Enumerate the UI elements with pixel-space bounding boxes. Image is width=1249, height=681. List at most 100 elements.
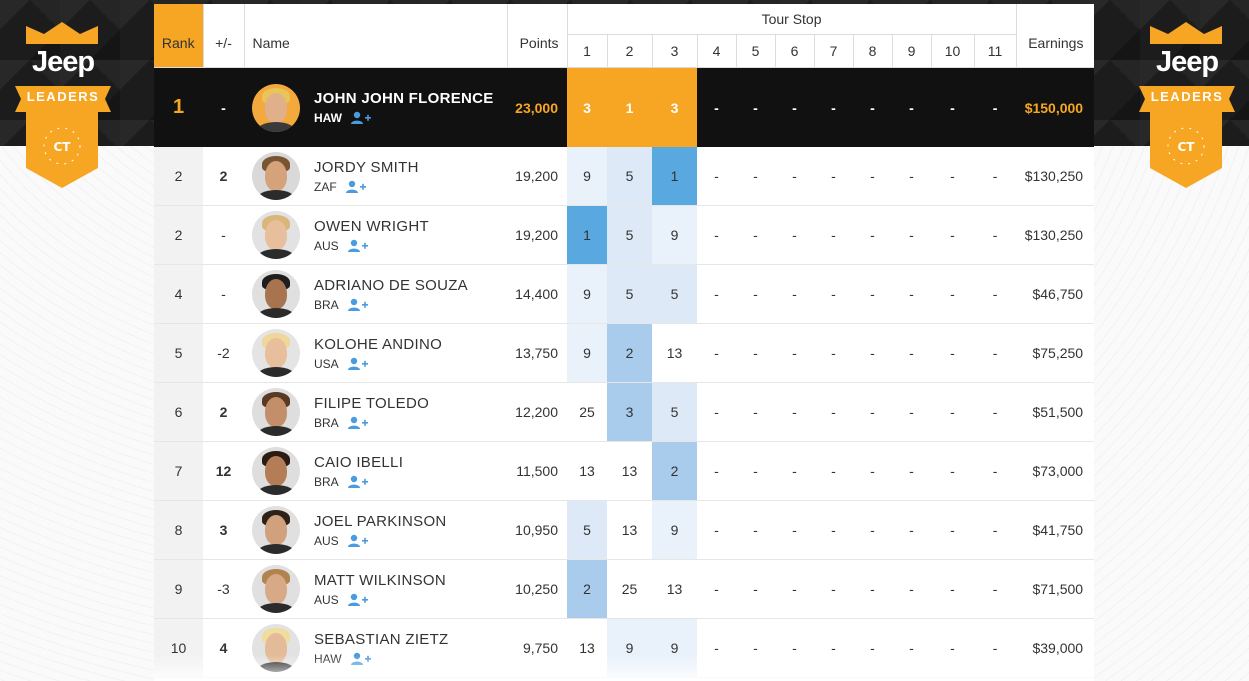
follow-surfer-icon[interactable] [347, 239, 369, 253]
stop-result-cell: - [697, 500, 736, 560]
points-cell: 13,750 [507, 323, 567, 383]
surfer-cell[interactable]: CAIO IBELLI BRA [244, 441, 507, 501]
earnings-cell: $130,250 [1016, 147, 1094, 206]
table-row[interactable]: 2 2 JORDY SMITH ZAF 19,200 9 5 1- - - - - - - - $130,25… [154, 147, 1094, 206]
surfer-cell[interactable]: FILIPE TOLEDO BRA [244, 382, 507, 442]
table-row[interactable]: 4- ADRIANO DE SOUZA BRA 14,400 9 5 5- - - - - - - - $4… [154, 264, 1094, 324]
surfer-name[interactable]: KOLOHE ANDINO [314, 335, 443, 353]
ribbon-banner [15, 86, 111, 112]
stop-result-cell: - [775, 441, 814, 501]
follow-surfer-icon[interactable] [345, 180, 367, 194]
rank-cell: 2 [154, 205, 203, 265]
table-row[interactable]: 8 3 JOEL PARKINSON AUS 10,950 5 13 9- - - - - - - - $41… [154, 500, 1094, 560]
surfer-name[interactable]: MATT WILKINSON [314, 571, 446, 589]
column-header-stop-11[interactable]: 11 [973, 34, 1017, 68]
surfer-name[interactable]: ADRIANO DE SOUZA [314, 276, 468, 294]
column-header-stop-7[interactable]: 7 [813, 34, 853, 68]
follow-surfer-icon[interactable] [350, 652, 372, 666]
surfer-cell[interactable]: MATT WILKINSON AUS [244, 559, 507, 619]
stop-result-cell: 9 [567, 264, 607, 324]
avatar[interactable] [252, 211, 300, 259]
avatar[interactable] [252, 624, 300, 672]
table-row[interactable]: 10 4 SEBASTIAN ZIETZ HAW 9,750 13 9 9- - - - - - - - $3… [154, 618, 1094, 678]
surfer-cell[interactable]: JORDY SMITH ZAF [244, 147, 507, 206]
column-header-rank[interactable]: Rank [154, 4, 203, 68]
table-row[interactable]: 5 -2 KOLOHE ANDINO USA 13,750 9 2 13- - - - - - - - $75… [154, 323, 1094, 383]
follow-surfer-icon[interactable] [347, 534, 369, 548]
follow-surfer-icon[interactable] [350, 111, 372, 125]
crown-icon [1150, 22, 1222, 44]
stop-result-cell: 5 [652, 264, 697, 324]
follow-surfer-icon[interactable] [347, 475, 369, 489]
column-header-stop-9[interactable]: 9 [891, 34, 931, 68]
surfer-cell[interactable]: OWEN WRIGHT AUS [244, 205, 507, 265]
stop-result-cell: - [974, 264, 1017, 324]
column-header-stop-1[interactable]: 1 [566, 34, 607, 68]
surfer-cell[interactable]: JOHN JOHN FLORENCE HAW [244, 67, 507, 147]
stop-result-cell: - [892, 441, 931, 501]
avatar[interactable] [252, 152, 300, 200]
table-row[interactable]: 9 -3 MATT WILKINSON AUS 10,250 2 25 13- - - - - - - - $… [154, 559, 1094, 619]
stop-result-cell: - [853, 618, 892, 678]
surfer-cell[interactable]: ADRIANO DE SOUZA BRA [244, 264, 507, 324]
avatar[interactable] [252, 83, 300, 132]
leader-row[interactable]: 1- JOHN JOHN FLORENCE HAW 23,000 3 1 3- - - - - - - -… [154, 67, 1094, 147]
table-row[interactable]: 6 2 FILIPE TOLEDO BRA 12,200 25 3 5- - - - - - - - $51,… [154, 382, 1094, 442]
stop-result-cell: 5 [607, 147, 652, 206]
points-cell: 9,750 [507, 618, 567, 678]
column-header-stop-8[interactable]: 8 [852, 34, 892, 68]
column-header-stop-5[interactable]: 5 [735, 34, 775, 68]
stop-result-cell: - [974, 618, 1017, 678]
stop-result-cell: - [892, 67, 931, 147]
surfer-name[interactable]: OWEN WRIGHT [314, 217, 429, 235]
surfer-name[interactable]: JOEL PARKINSON [314, 512, 447, 530]
stop-result-cell: - [736, 382, 775, 442]
stop-result-cell: - [853, 205, 892, 265]
avatar[interactable] [252, 447, 300, 495]
surfer-country: AUS [314, 238, 339, 253]
surfer-country: BRA [314, 297, 339, 312]
surfer-name[interactable]: JORDY SMITH [314, 158, 419, 176]
column-header-stop-10[interactable]: 10 [930, 34, 974, 68]
surfer-country: HAW [314, 111, 342, 125]
stop-result-cell: - [814, 500, 853, 560]
avatar[interactable] [252, 270, 300, 318]
stop-result-cell: - [892, 205, 931, 265]
column-header-change[interactable]: +/- [202, 4, 244, 68]
avatar[interactable] [252, 506, 300, 554]
surfer-name[interactable]: FILIPE TOLEDO [314, 394, 430, 412]
stop-result-cell: - [892, 382, 931, 442]
stop-result-cell: - [697, 323, 736, 383]
table-row[interactable]: 2- OWEN WRIGHT AUS 19,200 1 5 9- - - - - - - - $130,25… [154, 205, 1094, 265]
stop-result-cell: - [775, 147, 814, 206]
column-header-stop-2[interactable]: 2 [606, 34, 652, 68]
stop-result-cell: - [974, 441, 1017, 501]
rank-cell: 1 [154, 67, 203, 147]
change-cell: - [203, 67, 244, 147]
surfer-name[interactable]: CAIO IBELLI [314, 453, 404, 471]
surfer-cell[interactable]: KOLOHE ANDINO USA [244, 323, 507, 383]
follow-surfer-icon[interactable] [347, 298, 369, 312]
column-header-points[interactable]: Points [506, 4, 567, 68]
rank-cell: 2 [154, 147, 203, 206]
follow-surfer-icon[interactable] [347, 416, 369, 430]
surfer-cell[interactable]: JOEL PARKINSON AUS [244, 500, 507, 560]
surfer-cell[interactable]: SEBASTIAN ZIETZ HAW [244, 618, 507, 678]
surfer-name[interactable]: SEBASTIAN ZIETZ [314, 630, 449, 648]
stop-result-cell: - [931, 441, 974, 501]
table-row[interactable]: 7 12 CAIO IBELLI BRA 11,500 13 13 2- - - - - - - - $73,… [154, 441, 1094, 501]
stop-result-cell: - [775, 205, 814, 265]
stop-result-cell: 1 [607, 67, 652, 147]
column-header-earnings[interactable]: Earnings [1015, 4, 1094, 68]
avatar[interactable] [252, 329, 300, 377]
avatar[interactable] [252, 388, 300, 436]
column-header-stop-3[interactable]: 3 [651, 34, 697, 68]
column-header-stop-4[interactable]: 4 [696, 34, 736, 68]
stop-result-cell: 13 [652, 323, 697, 383]
column-header-name[interactable]: Name [243, 4, 507, 68]
surfer-name[interactable]: JOHN JOHN FLORENCE [314, 90, 494, 107]
avatar[interactable] [252, 565, 300, 613]
follow-surfer-icon[interactable] [347, 357, 369, 371]
follow-surfer-icon[interactable] [347, 593, 369, 607]
column-header-stop-6[interactable]: 6 [774, 34, 814, 68]
